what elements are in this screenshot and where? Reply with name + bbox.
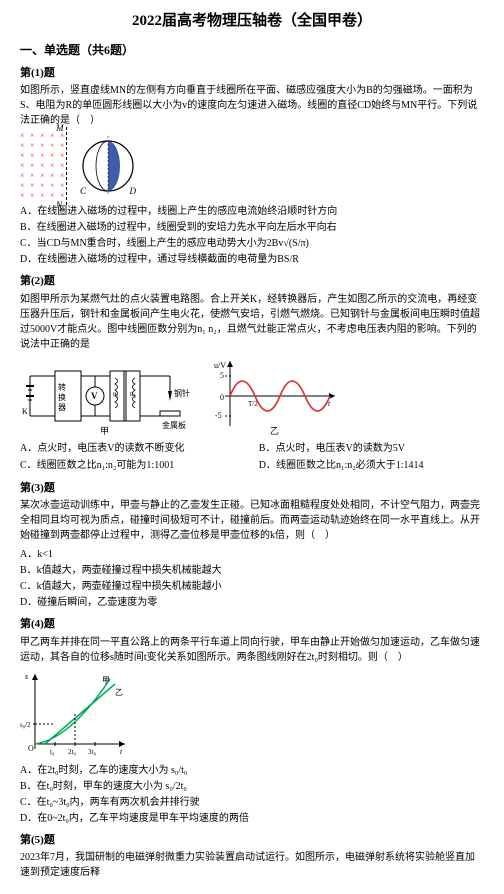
section-heading: 一、单选题（共6题） [20,41,484,59]
q1-figure: M ××××× ××××× ××××× ××××× ××××× ××××× ××… [20,132,484,200]
svg-text:乙: 乙 [270,426,279,436]
svg-text:金属板: 金属板 [162,420,186,430]
q3-opt-D: D．碰撞后瞬间，乙壶速度为零 [20,595,484,610]
q3-options: A．k<1 B．k值越大，两壶碰撞过程中损失机械能越大 C．k值越大，两壶碰撞过… [20,547,484,610]
q2-opt-A: A．点火时，电压表V的读数不断变化 [20,441,229,456]
q2-opt-C: C．线圈匝数之比n₁:n₂可能为1:1001 [20,458,229,473]
q4-opt-B: B．在t₀时刻，甲车的速度大小为 s₀/2t₀ [20,779,484,794]
label-M: M [56,122,64,136]
q4-opt-A: A．在2t₀时刻，乙车的速度大小为 s₀/t₀ [20,763,484,778]
svg-text:甲: 甲 [100,426,109,436]
q3-heading: 第(3)题 [20,480,484,497]
q2-body: 如图甲所示为某燃气灶的点火装置电路图。合上开关K，经转换器后，产生如图乙所示的交… [20,292,484,352]
svg-text:3t₀: 3t₀ [88,748,96,756]
q1-opt-A: A．在线圈进入磁场的过程中，线圈上产生的感应电流始终沿顺时针方向 [20,204,484,219]
q3-opt-B: B．k值越大，两壶碰撞过程中损失机械能越大 [20,563,484,578]
q1-heading: 第(1)题 [20,65,484,82]
q2-heading: 第(2)题 [20,273,484,290]
q2-options: A．点火时，电压表V的读数不断变化 B．点火时，电压表V的读数为5V C．线圈匝… [20,440,484,474]
q5-body: 2023年7月，我国研制的电磁弹射微重力实验装置启动试运行。如图所示，电磁弹射系… [20,850,484,880]
svg-text:s: s [25,672,28,681]
q4-figure: s t O 甲 乙 t₀ 2t₀ 3t₀ s₀/2 [20,669,484,759]
label-C: C [80,185,86,199]
q3-body: 某次冰壶运动训练中，甲壶与静止的乙壶发生正碰。已知冰面粗糙程度处处相同，不计空气… [20,498,484,543]
label-D: D [130,185,137,199]
q1-opt-D: D．在线圈进入磁场的过程中，通过导线横截面的电荷量为BS/R [20,252,484,267]
svg-text:0: 0 [220,393,224,402]
label-N: N [56,199,62,213]
q1-opt-B: B．在线圈进入磁场的过程中，线圈受到的安培力先水平向左后水平向右 [20,220,484,235]
svg-text:t: t [120,747,123,756]
q4-opt-C: C．在t₀~3t₀内，两车有两次机会并排行驶 [20,795,484,810]
svg-text:器: 器 [58,403,66,412]
svg-text:O: O [28,744,34,753]
svg-text:换: 换 [58,392,66,402]
q4-heading: 第(4)题 [20,616,484,633]
svg-text:钢针: 钢针 [174,388,190,398]
q1-options: A．在线圈进入磁场的过程中，线圈上产生的感应电流始终沿顺时针方向 B．在线圈进入… [20,204,484,267]
q4-options: A．在2t₀时刻，乙车的速度大小为 s₀/t₀ B．在t₀时刻，甲车的速度大小为… [20,763,484,826]
svg-text:甲: 甲 [102,676,110,685]
q3-opt-C: C．k值越大，两壶碰撞过程中损失机械能越小 [20,579,484,594]
q5-heading: 第(5)题 [20,832,484,849]
sine-graph-icon: u/V t 5 0 -5 T/2 乙 [210,356,340,436]
svg-text:转: 转 [58,382,66,392]
svg-text:2t₀: 2t₀ [68,748,76,756]
coil-circle-icon: C D [78,136,138,196]
svg-text:s₀/2: s₀/2 [20,721,31,729]
page-title: 2022届高考物理压轴卷（全国甲卷） [20,10,484,33]
q3-opt-A: A．k<1 [20,547,484,562]
magnetic-field-icon: ××××× ××××× ××××× ××××× ××××× ××××× ××××… [20,132,68,200]
q4-opt-D: D．在0~2t₀内，乙车平均速度是甲车平均速度的两倍 [20,811,484,826]
q1-opt-C: C．当CD与MN重合时，线圈上产生的感应电动势大小为2Bv√(S/π) [20,236,484,251]
svg-text:乙: 乙 [115,688,123,697]
svg-text:t₀: t₀ [50,748,55,756]
q4-body: 甲乙两车并排在同一平直公路上的两条平行车道上同向行驶，甲车由静止开始做匀加速运动… [20,635,484,665]
svg-text:V: V [91,391,98,401]
q1-body: 如图所示，竖直虚线MN的左侧有方向垂直于线圈所在平面、磁感应强度大小为B的匀强磁… [20,83,484,128]
q2-opt-B: B．点火时，电压表V的读数为5V [259,441,468,456]
circuit-diagram-icon: K 转 换 器 V n₁ n₂ 钢针 金属板 甲 [20,356,200,436]
st-graph-icon: s t O 甲 乙 t₀ 2t₀ 3t₀ s₀/2 [20,669,130,759]
svg-text:u/V: u/V [214,361,226,370]
q2-figure: K 转 换 器 V n₁ n₂ 钢针 金属板 甲 [20,356,484,436]
svg-text:5: 5 [220,371,224,380]
q2-opt-D: D．线圈匝数之比n₁:n₂必须大于1:1414 [259,458,468,473]
svg-text:-5: -5 [215,411,222,420]
svg-text:K: K [22,407,28,416]
